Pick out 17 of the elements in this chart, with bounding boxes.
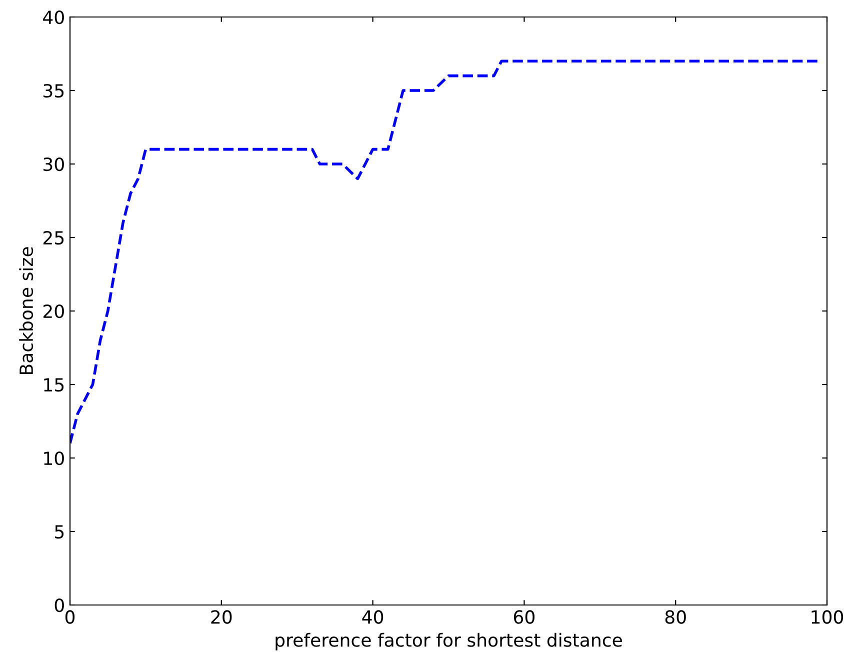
y-tick-label: 35 [44,84,64,98]
y-tick-label: 20 [43,304,64,318]
x-tick-label: 60 [514,610,534,624]
y-tick-label: 25 [43,230,64,245]
x-tick-label: 20 [211,610,232,624]
y-axis-title: Backbone size [19,247,34,374]
y-tick-label: 15 [44,378,64,392]
y-tick-label: 10 [44,451,64,466]
x-tick-label: 0 [65,610,75,624]
x-tick-label: 100 [812,610,844,624]
y-tick-label: 0 [54,598,64,612]
x-axis-title: preference factor for shortest distance [276,632,622,650]
y-tick-label: 30 [44,157,64,172]
x-tick-label: 80 [665,610,686,624]
y-tick-label: 5 [55,525,64,539]
y-tick-label: 40 [43,10,64,24]
x-tick-label: 40 [362,610,384,624]
